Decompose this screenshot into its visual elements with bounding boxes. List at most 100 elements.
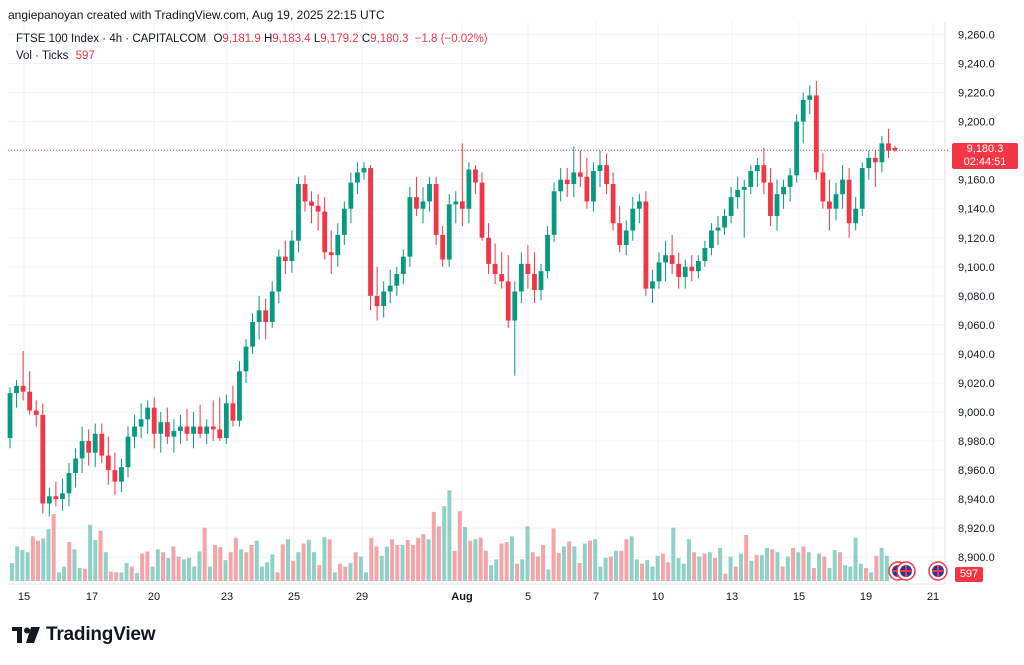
candle-body	[315, 205, 321, 212]
volume-bar	[707, 552, 712, 581]
candle-body	[400, 256, 406, 275]
candle-body	[486, 237, 491, 264]
volume-bar	[681, 563, 686, 581]
volume-bar	[718, 547, 723, 581]
volume-legend: Vol · Ticks 597	[16, 50, 95, 62]
volume-bar	[51, 514, 56, 581]
volume-bar	[181, 559, 186, 581]
candle-body	[604, 165, 609, 185]
candle-body	[86, 441, 92, 453]
y-tick-label: 9,160.0	[958, 175, 995, 187]
candle-body	[558, 179, 564, 192]
volume-bar	[306, 539, 311, 581]
volume-bar	[634, 559, 639, 581]
x-tick-label: 20	[148, 591, 160, 603]
candle-body	[132, 426, 137, 437]
candle-body	[709, 230, 714, 248]
candle-body	[256, 310, 262, 322]
volume-bar	[655, 555, 660, 581]
volume-bar	[202, 527, 207, 581]
volume-bar	[749, 560, 754, 581]
x-tick-label: 25	[288, 591, 300, 603]
tradingview-logo[interactable]: TradingView	[12, 624, 156, 646]
candle-body	[328, 252, 334, 256]
volume-bar	[879, 547, 884, 581]
symbol-label[interactable]: FTSE 100 Index · 4h · CAPITALCOM	[16, 33, 207, 45]
volume-bar	[265, 562, 270, 581]
candle-body	[348, 182, 354, 209]
volume-bar	[660, 553, 665, 581]
change-value: −1.8 (−0.02%)	[414, 33, 488, 45]
volume-bar	[806, 552, 811, 581]
candle-body	[859, 168, 865, 209]
candle-body	[499, 274, 505, 282]
volume-bar	[692, 552, 697, 581]
volume-bar	[499, 543, 504, 581]
candle-body	[794, 121, 800, 176]
volume-bar	[15, 546, 20, 581]
volume-bar	[822, 556, 827, 581]
volume-bar	[301, 543, 306, 581]
volume-bar	[254, 540, 259, 581]
volume-label[interactable]: Vol · Ticks	[16, 50, 69, 62]
volume-bar	[421, 534, 426, 581]
volume-bar	[343, 566, 348, 581]
candle-body	[636, 201, 642, 209]
volume-tag: 597	[955, 567, 983, 582]
y-tick-label: 9,020.0	[958, 378, 995, 390]
candle-body	[20, 385, 26, 392]
last-price-value: 9,180.3	[966, 143, 1004, 155]
volume-bar	[515, 563, 520, 581]
candle-body	[99, 433, 105, 456]
grid-lines	[8, 22, 945, 584]
candle-body	[584, 176, 590, 202]
volume-bar	[504, 542, 509, 581]
volume-bar	[686, 539, 691, 581]
candle-body	[689, 266, 695, 272]
candle-body	[892, 147, 898, 151]
x-tick-label: 15	[18, 591, 30, 603]
candle-body	[617, 223, 623, 246]
candle-body	[158, 422, 164, 434]
candle-body	[341, 208, 347, 235]
candle-body	[787, 175, 793, 187]
volume-bar	[457, 511, 462, 581]
candle-body	[282, 256, 288, 261]
candle-body	[741, 186, 747, 190]
candle-body	[813, 95, 819, 173]
candle-body	[440, 234, 446, 260]
author-credit: angiepanoyan created with TradingView.co…	[8, 8, 385, 22]
candle-body	[112, 470, 118, 482]
candle-body	[394, 274, 400, 286]
candle-body	[14, 385, 19, 394]
candle-body	[33, 410, 39, 415]
volume-bar	[561, 546, 566, 581]
candle-body	[322, 211, 328, 253]
volume-bar	[811, 568, 816, 581]
volume-bar	[233, 537, 238, 581]
candle-body	[230, 403, 236, 421]
volume-bar	[509, 536, 514, 581]
candle-body	[263, 310, 269, 322]
candle-body	[630, 208, 636, 231]
volume-bar	[837, 552, 842, 581]
volume-bar	[369, 537, 374, 581]
candle-body	[433, 184, 439, 235]
candle-body	[204, 426, 210, 434]
volume-bar	[280, 544, 285, 581]
volume-bar	[551, 528, 556, 581]
volume-bar	[384, 546, 389, 581]
candle-body	[728, 197, 734, 216]
candle-body	[571, 172, 577, 185]
volume-bar	[56, 572, 61, 581]
candle-body	[191, 426, 196, 434]
candle-body	[92, 433, 98, 453]
candle-body	[309, 201, 314, 206]
volume-bar	[353, 552, 358, 581]
candle-body	[361, 168, 367, 173]
volume-bar	[874, 555, 879, 581]
y-tick-label: 9,240.0	[958, 59, 995, 71]
volume-bar	[312, 552, 317, 581]
volume-bar	[478, 537, 483, 581]
